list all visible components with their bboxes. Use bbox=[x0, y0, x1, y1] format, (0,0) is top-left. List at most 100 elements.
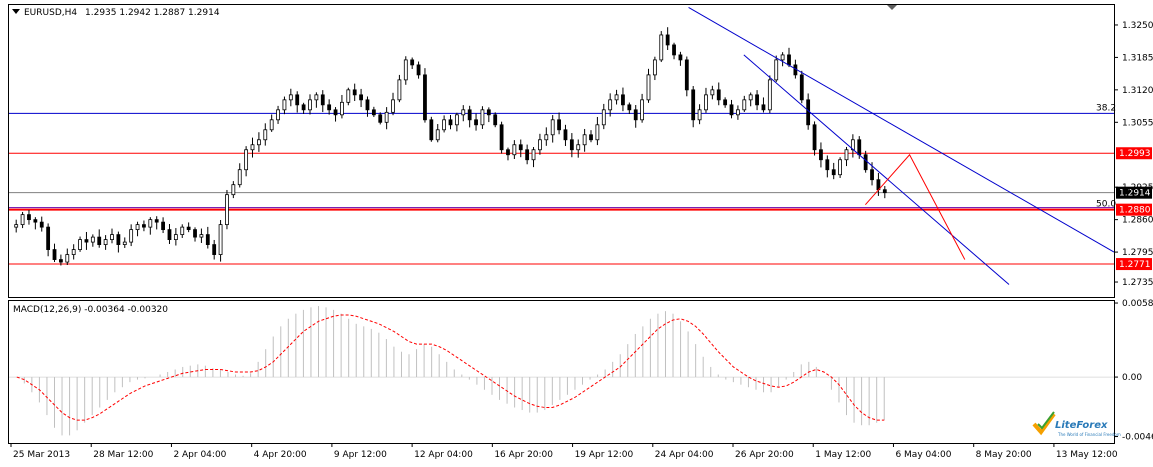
candle-body bbox=[365, 99, 370, 111]
time-tick-label: 9 Apr 12:00 bbox=[334, 450, 387, 460]
candle-body bbox=[608, 99, 613, 111]
candle-body bbox=[844, 149, 849, 161]
candle-body bbox=[748, 94, 753, 101]
candle-body bbox=[767, 79, 772, 111]
time-tick-label: 25 Mar 2013 bbox=[13, 450, 70, 460]
fib-50-label: 50.0 bbox=[1096, 200, 1116, 210]
macd-histogram bbox=[9, 306, 1114, 436]
candle-body bbox=[493, 114, 498, 126]
candle-body bbox=[633, 109, 638, 121]
candle-body bbox=[812, 124, 817, 151]
candle-body bbox=[461, 109, 466, 116]
logo-text: LiteForex bbox=[1055, 420, 1108, 431]
candle-body bbox=[646, 74, 651, 101]
candle-body bbox=[595, 124, 600, 141]
price-tick-label: 1.3120 bbox=[1122, 86, 1153, 96]
candle-body bbox=[819, 149, 823, 161]
candle-body bbox=[186, 226, 191, 231]
candle-body bbox=[52, 249, 57, 260]
candle-body bbox=[71, 249, 76, 255]
time-tick-label: 28 Mar 12:00 bbox=[93, 450, 153, 460]
price-tick-label: 1.3250 bbox=[1122, 21, 1153, 31]
candle-body bbox=[429, 119, 434, 141]
candle-body bbox=[282, 99, 287, 111]
candle-body bbox=[761, 104, 766, 111]
macd-label: MACD(12,26,9) -0.00364 -0.00320 bbox=[13, 305, 168, 315]
candle-body bbox=[308, 99, 312, 111]
candle-body bbox=[448, 119, 453, 126]
time-tick-label: 24 Apr 04:00 bbox=[655, 450, 714, 460]
candle-body bbox=[563, 129, 568, 141]
candle-body bbox=[831, 169, 836, 176]
candle-body bbox=[576, 144, 581, 151]
candle-body bbox=[391, 99, 395, 113]
candle-body bbox=[384, 111, 389, 123]
candle-body bbox=[640, 99, 645, 121]
candle-body bbox=[870, 169, 874, 181]
price-tick-label: 1.2735 bbox=[1122, 278, 1153, 288]
candle-body bbox=[806, 99, 811, 126]
candle-body bbox=[659, 34, 664, 61]
candle-body bbox=[320, 94, 325, 106]
candle-body bbox=[148, 219, 153, 228]
time-tick-label: 16 Apr 20:00 bbox=[494, 450, 553, 460]
price-tick-label: 1.3055 bbox=[1122, 118, 1153, 128]
triangle-down-icon[interactable] bbox=[12, 9, 20, 14]
candle-body bbox=[295, 94, 300, 106]
macd-tick-label: 0.00 bbox=[1122, 373, 1142, 383]
candle-body bbox=[550, 119, 555, 136]
candle-body bbox=[474, 119, 478, 126]
candle-body bbox=[678, 54, 683, 61]
logo-tagline: The World of Financial Freedom bbox=[1057, 432, 1121, 437]
symbol-label: EURUSD,H4 bbox=[24, 8, 77, 18]
candle-body bbox=[787, 54, 791, 66]
candle-body bbox=[665, 34, 670, 46]
candle-body bbox=[161, 221, 165, 231]
candle-body bbox=[154, 219, 159, 223]
candle-body bbox=[423, 74, 427, 121]
candle-body bbox=[33, 219, 38, 223]
price-tick-label: 1.2795 bbox=[1122, 248, 1153, 258]
candle-body bbox=[333, 109, 338, 116]
candle-body bbox=[116, 234, 121, 245]
channel-upper bbox=[688, 7, 1115, 253]
candle-body bbox=[601, 109, 606, 126]
scroll-marker-icon[interactable] bbox=[887, 5, 897, 10]
time-tick-label: 6 May 04:00 bbox=[895, 450, 951, 460]
candle-body bbox=[314, 94, 319, 101]
fib-38-label: 38.2 bbox=[1096, 103, 1116, 113]
time-tick-label: 12 Apr 04:00 bbox=[414, 450, 473, 460]
axes: 1.3250 1.3185 1.3120 1.3055 1.2925 1.2860 1.27… bbox=[10, 21, 1153, 460]
candle-body bbox=[582, 134, 587, 146]
price-tag-text: 1.2880 bbox=[1119, 206, 1151, 216]
price-tag-bg bbox=[1116, 147, 1152, 160]
candle-body bbox=[704, 94, 708, 111]
candle-body bbox=[589, 134, 593, 141]
candle-body bbox=[525, 149, 530, 161]
candle-body bbox=[142, 224, 146, 228]
price-tag-text: 1.2914 bbox=[1119, 189, 1151, 199]
candle-body bbox=[103, 239, 108, 245]
candle-body bbox=[716, 89, 721, 101]
checkmark-logo-icon bbox=[1032, 412, 1056, 436]
candle-body bbox=[691, 89, 696, 121]
candle-body bbox=[78, 239, 82, 250]
candle-body bbox=[205, 234, 210, 245]
price-tag-bg bbox=[1116, 186, 1152, 199]
candle-body bbox=[301, 104, 306, 111]
candle-body bbox=[378, 114, 383, 123]
candle-body bbox=[569, 139, 574, 151]
candle-body bbox=[244, 149, 249, 171]
candle-body bbox=[288, 94, 293, 101]
candle-body bbox=[14, 224, 19, 228]
candle-body bbox=[352, 89, 357, 96]
candle-body bbox=[110, 234, 114, 240]
macd-tick-label: 0.00584 bbox=[1122, 299, 1153, 309]
trend-channel bbox=[688, 7, 1115, 285]
candle-body bbox=[346, 89, 351, 103]
price-tag-bg bbox=[1116, 258, 1152, 271]
candle-body bbox=[90, 236, 95, 243]
candle-body bbox=[435, 129, 440, 141]
candle-body bbox=[857, 139, 862, 156]
time-tick-label: 8 May 20:00 bbox=[976, 450, 1032, 460]
